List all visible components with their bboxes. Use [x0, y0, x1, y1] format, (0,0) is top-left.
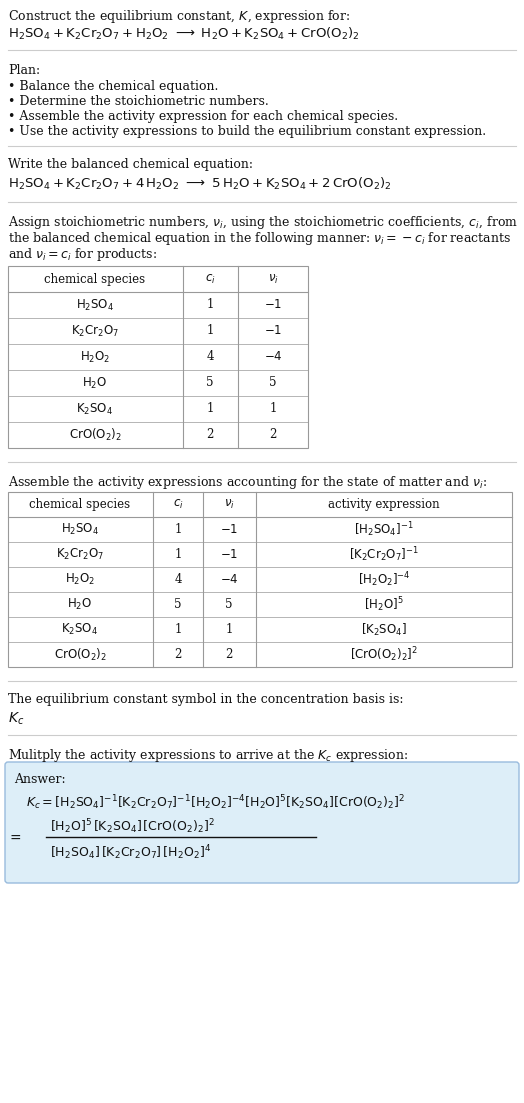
Text: 4: 4 — [174, 572, 182, 586]
Text: $-1$: $-1$ — [264, 324, 282, 338]
Text: $\mathrm{K_2SO_4}$: $\mathrm{K_2SO_4}$ — [77, 401, 114, 417]
Text: $\mathrm{H_2O}$: $\mathrm{H_2O}$ — [68, 597, 93, 612]
Text: 4: 4 — [206, 351, 214, 364]
Text: $\mathrm{K_2Cr_2O_7}$: $\mathrm{K_2Cr_2O_7}$ — [71, 323, 119, 339]
Text: 1: 1 — [269, 403, 277, 416]
Text: chemical species: chemical species — [45, 272, 146, 286]
FancyBboxPatch shape — [5, 762, 519, 884]
Text: Construct the equilibrium constant, $K$, expression for:: Construct the equilibrium constant, $K$,… — [8, 8, 350, 25]
Text: $-1$: $-1$ — [220, 523, 238, 536]
Text: $K_c = [\mathrm{H_2SO_4}]^{-1}[\mathrm{K_2Cr_2O_7}]^{-1}[\mathrm{H_2O_2}]^{-4}[\: $K_c = [\mathrm{H_2SO_4}]^{-1}[\mathrm{K… — [26, 793, 406, 812]
Text: chemical species: chemical species — [29, 497, 130, 511]
Text: 1: 1 — [206, 299, 214, 311]
Text: $[\mathrm{H_2O}]^5$: $[\mathrm{H_2O}]^5$ — [364, 596, 404, 614]
Text: $[\mathrm{H_2O_2}]^{-4}$: $[\mathrm{H_2O_2}]^{-4}$ — [358, 570, 410, 589]
Text: $c_i$: $c_i$ — [172, 497, 183, 511]
Text: The equilibrium constant symbol in the concentration basis is:: The equilibrium constant symbol in the c… — [8, 693, 403, 706]
Text: Assemble the activity expressions accounting for the state of matter and $\nu_i$: Assemble the activity expressions accoun… — [8, 474, 487, 491]
Text: • Assemble the activity expression for each chemical species.: • Assemble the activity expression for e… — [8, 110, 398, 124]
Text: $-4$: $-4$ — [220, 572, 238, 586]
Text: Mulitply the activity expressions to arrive at the $K_c$ expression:: Mulitply the activity expressions to arr… — [8, 747, 408, 764]
Text: 2: 2 — [174, 647, 182, 661]
Text: 2: 2 — [225, 647, 233, 661]
Text: $\mathrm{H_2SO_4}$: $\mathrm{H_2SO_4}$ — [61, 522, 99, 537]
Text: $\nu_i$: $\nu_i$ — [224, 497, 234, 511]
Text: 5: 5 — [174, 598, 182, 611]
Text: $\nu_i$: $\nu_i$ — [268, 272, 278, 286]
Text: $[\mathrm{H_2SO_4}]\,[\mathrm{K_2Cr_2O_7}]\,[\mathrm{H_2O_2}]^4$: $[\mathrm{H_2SO_4}]\,[\mathrm{K_2Cr_2O_7… — [50, 843, 211, 861]
Text: 5: 5 — [269, 376, 277, 389]
Text: $\mathrm{H_2O}$: $\mathrm{H_2O}$ — [82, 375, 107, 390]
Text: 1: 1 — [174, 623, 182, 636]
Text: 1: 1 — [206, 403, 214, 416]
Bar — [8, 266, 308, 448]
Text: • Determine the stoichiometric numbers.: • Determine the stoichiometric numbers. — [8, 95, 269, 108]
Text: Write the balanced chemical equation:: Write the balanced chemical equation: — [8, 158, 253, 171]
Text: $[\mathrm{H_2O}]^5\,[\mathrm{K_2SO_4}]\,[\mathrm{CrO(O_2)_2}]^2$: $[\mathrm{H_2O}]^5\,[\mathrm{K_2SO_4}]\,… — [50, 817, 215, 836]
Text: $-1$: $-1$ — [220, 548, 238, 561]
Text: 1: 1 — [174, 523, 182, 536]
Text: $[\mathrm{K_2Cr_2O_7}]^{-1}$: $[\mathrm{K_2Cr_2O_7}]^{-1}$ — [349, 545, 419, 564]
Text: 2: 2 — [206, 428, 214, 441]
Text: Assign stoichiometric numbers, $\nu_i$, using the stoichiometric coefficients, $: Assign stoichiometric numbers, $\nu_i$, … — [8, 214, 518, 231]
Text: 1: 1 — [206, 324, 214, 338]
Text: $K_c$: $K_c$ — [8, 711, 24, 727]
Text: $-1$: $-1$ — [264, 299, 282, 311]
Text: $\mathrm{H_2SO_4} + \mathrm{K_2Cr_2O_7} + 4\,\mathrm{H_2O_2}\ \longrightarrow\ 5: $\mathrm{H_2SO_4} + \mathrm{K_2Cr_2O_7} … — [8, 176, 391, 192]
Text: $\mathrm{H_2O_2}$: $\mathrm{H_2O_2}$ — [80, 350, 110, 365]
Text: $[\mathrm{K_2SO_4}]$: $[\mathrm{K_2SO_4}]$ — [361, 621, 407, 638]
Text: $\mathrm{K_2Cr_2O_7}$: $\mathrm{K_2Cr_2O_7}$ — [56, 547, 104, 563]
Text: 5: 5 — [206, 376, 214, 389]
Text: $=$: $=$ — [7, 829, 22, 844]
Text: $\mathrm{CrO(O_2)_2}$: $\mathrm{CrO(O_2)_2}$ — [69, 427, 122, 443]
Text: $\mathrm{H_2O_2}$: $\mathrm{H_2O_2}$ — [65, 572, 95, 587]
Text: $\mathrm{H_2SO_4}$: $\mathrm{H_2SO_4}$ — [76, 298, 114, 312]
Text: Answer:: Answer: — [14, 773, 66, 786]
Text: 5: 5 — [225, 598, 233, 611]
Text: 2: 2 — [269, 428, 277, 441]
Text: $\mathrm{K_2SO_4}$: $\mathrm{K_2SO_4}$ — [61, 622, 99, 638]
Text: $-4$: $-4$ — [264, 351, 282, 364]
Text: the balanced chemical equation in the following manner: $\nu_i = -c_i$ for react: the balanced chemical equation in the fo… — [8, 231, 511, 247]
Bar — [8, 492, 512, 667]
Text: activity expression: activity expression — [328, 497, 440, 511]
Text: • Use the activity expressions to build the equilibrium constant expression.: • Use the activity expressions to build … — [8, 125, 486, 138]
Text: Plan:: Plan: — [8, 64, 40, 77]
Text: $\mathrm{H_2SO_4} + \mathrm{K_2Cr_2O_7} + \mathrm{H_2O_2}\ \longrightarrow\ \mat: $\mathrm{H_2SO_4} + \mathrm{K_2Cr_2O_7} … — [8, 26, 360, 42]
Text: • Balance the chemical equation.: • Balance the chemical equation. — [8, 81, 219, 93]
Text: $\mathrm{CrO(O_2)_2}$: $\mathrm{CrO(O_2)_2}$ — [53, 646, 106, 663]
Text: $c_i$: $c_i$ — [205, 272, 215, 286]
Text: 1: 1 — [225, 623, 233, 636]
Text: 1: 1 — [174, 548, 182, 561]
Text: $[\mathrm{CrO(O_2)_2}]^2$: $[\mathrm{CrO(O_2)_2}]^2$ — [350, 645, 418, 664]
Text: and $\nu_i = c_i$ for products:: and $\nu_i = c_i$ for products: — [8, 246, 157, 263]
Text: $[\mathrm{H_2SO_4}]^{-1}$: $[\mathrm{H_2SO_4}]^{-1}$ — [354, 521, 414, 539]
